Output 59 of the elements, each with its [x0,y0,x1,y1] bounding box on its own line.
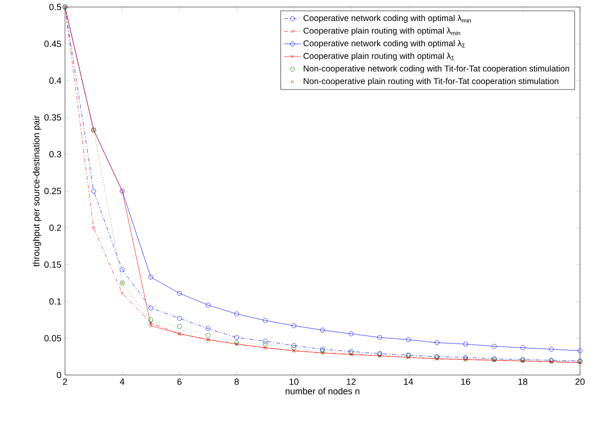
point [120,267,125,272]
point [262,342,268,346]
x-tick-label: 20 [575,378,585,385]
y-tick-label: 0.2 [49,224,62,231]
x-tick-label: 10 [290,378,299,385]
point [406,337,411,342]
legend-label: Cooperative plain routing with optimal λ$_{min}$ [304,27,460,36]
point [234,312,240,316]
y-tick-label: 0.35 [44,114,62,121]
point [292,345,296,350]
y-tick-label: 0 [56,372,62,378]
point [177,316,182,321]
point [206,332,210,338]
point [91,188,96,194]
point [262,318,268,323]
x-tick-label: 14 [404,378,414,385]
point [148,306,154,310]
y-tick-label: 0.15 [44,261,62,268]
point [234,335,240,340]
point [463,342,468,346]
point [206,326,210,332]
x-tick-label: 12 [346,378,356,385]
point [148,317,154,322]
point [434,340,440,346]
y-tick-label: 0.45 [44,40,62,47]
point [377,335,382,340]
y-tick-label: 0.25 [44,188,62,194]
y-tick-label: 0.3 [49,151,62,158]
legend-label: Non-cooperative network coding with Tit-for-Tat cooperation stimulation [304,65,570,74]
point [292,323,296,328]
point [348,331,354,336]
point [177,324,182,329]
point [177,290,182,296]
y-axis-title: throughput per source-destination pair [32,115,42,267]
point [292,343,296,348]
x-axis-title: number of nodes n [286,388,360,394]
x-tick-label: 2 [62,378,68,385]
x-tick-label: 18 [518,378,528,385]
point [520,345,526,350]
y-tick-label: 0.5 [49,4,62,10]
point [549,346,554,352]
point [320,328,325,332]
x-tick-label: 4 [120,378,124,385]
point [148,274,154,280]
point [206,302,210,308]
point [120,292,124,296]
x-tick-label: 6 [177,378,182,385]
legend-label: Cooperative network coding with optimal λ$_{Σ}$ [304,40,466,48]
y-tick-label: 0.05 [44,335,62,342]
y-tick-label: 0.1 [49,298,62,305]
legend-label: Cooperative network coding with optimal λ$_{min}$ [304,14,471,23]
legend-label: Cooperative plain routing with optimal λ$_{Σ}$ [304,52,454,61]
y-tick-label: 0.4 [49,77,62,84]
x-tick-label: 8 [234,378,239,385]
point [92,226,96,230]
x-tick-label: 16 [461,378,470,385]
point [262,338,268,344]
legend-label: Non-cooperative plain routing with Tit-for-Tat cooperation stimulation [304,78,558,86]
point [492,344,497,349]
